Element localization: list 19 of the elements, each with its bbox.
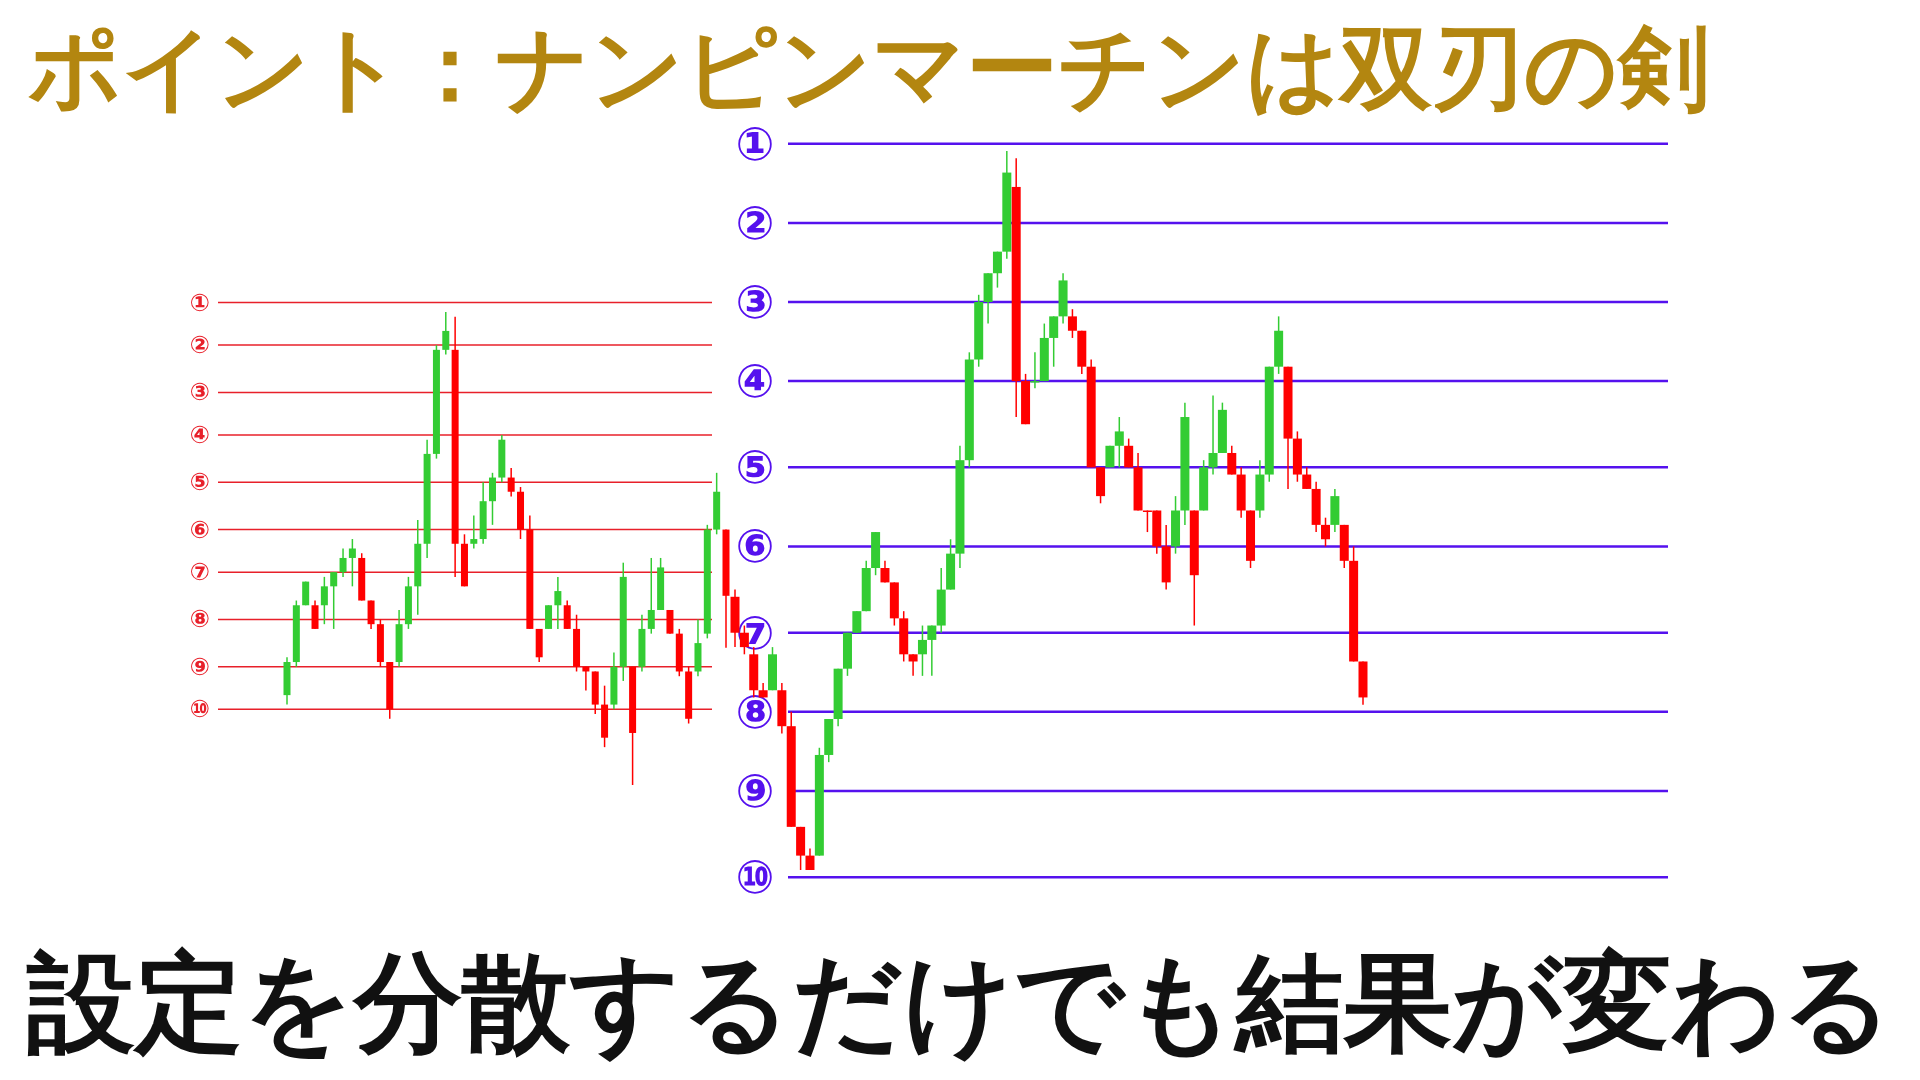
ref-line-label: ④	[189, 420, 211, 449]
ref-line-label: ⑤	[735, 440, 775, 495]
ref-line-label: ⑤	[189, 468, 211, 497]
ref-line-label: ⑧	[189, 605, 211, 634]
ref-line-label: ⑩	[735, 850, 775, 905]
text: 設定を分散するだけでも結果が変わる	[26, 940, 1893, 1065]
ref-line-label: ⑨	[189, 652, 211, 681]
ref-line-label: ⑦	[189, 558, 211, 587]
ref-line-label: ④	[735, 354, 775, 409]
ref-line-label: ⑩	[189, 695, 211, 724]
ref-line-label: ⑥	[189, 515, 211, 544]
ref-line-label: ⑨	[735, 763, 775, 818]
ref-line-label: ②	[189, 331, 211, 360]
ref-line-label: ③	[735, 274, 775, 329]
ref-line-label: ②	[735, 195, 775, 250]
ref-line-label: ⑧	[735, 684, 775, 739]
ref-line-label: ⑥	[735, 519, 775, 574]
ref-line-label: ③	[189, 378, 211, 407]
ref-line-label: ①	[189, 288, 211, 317]
